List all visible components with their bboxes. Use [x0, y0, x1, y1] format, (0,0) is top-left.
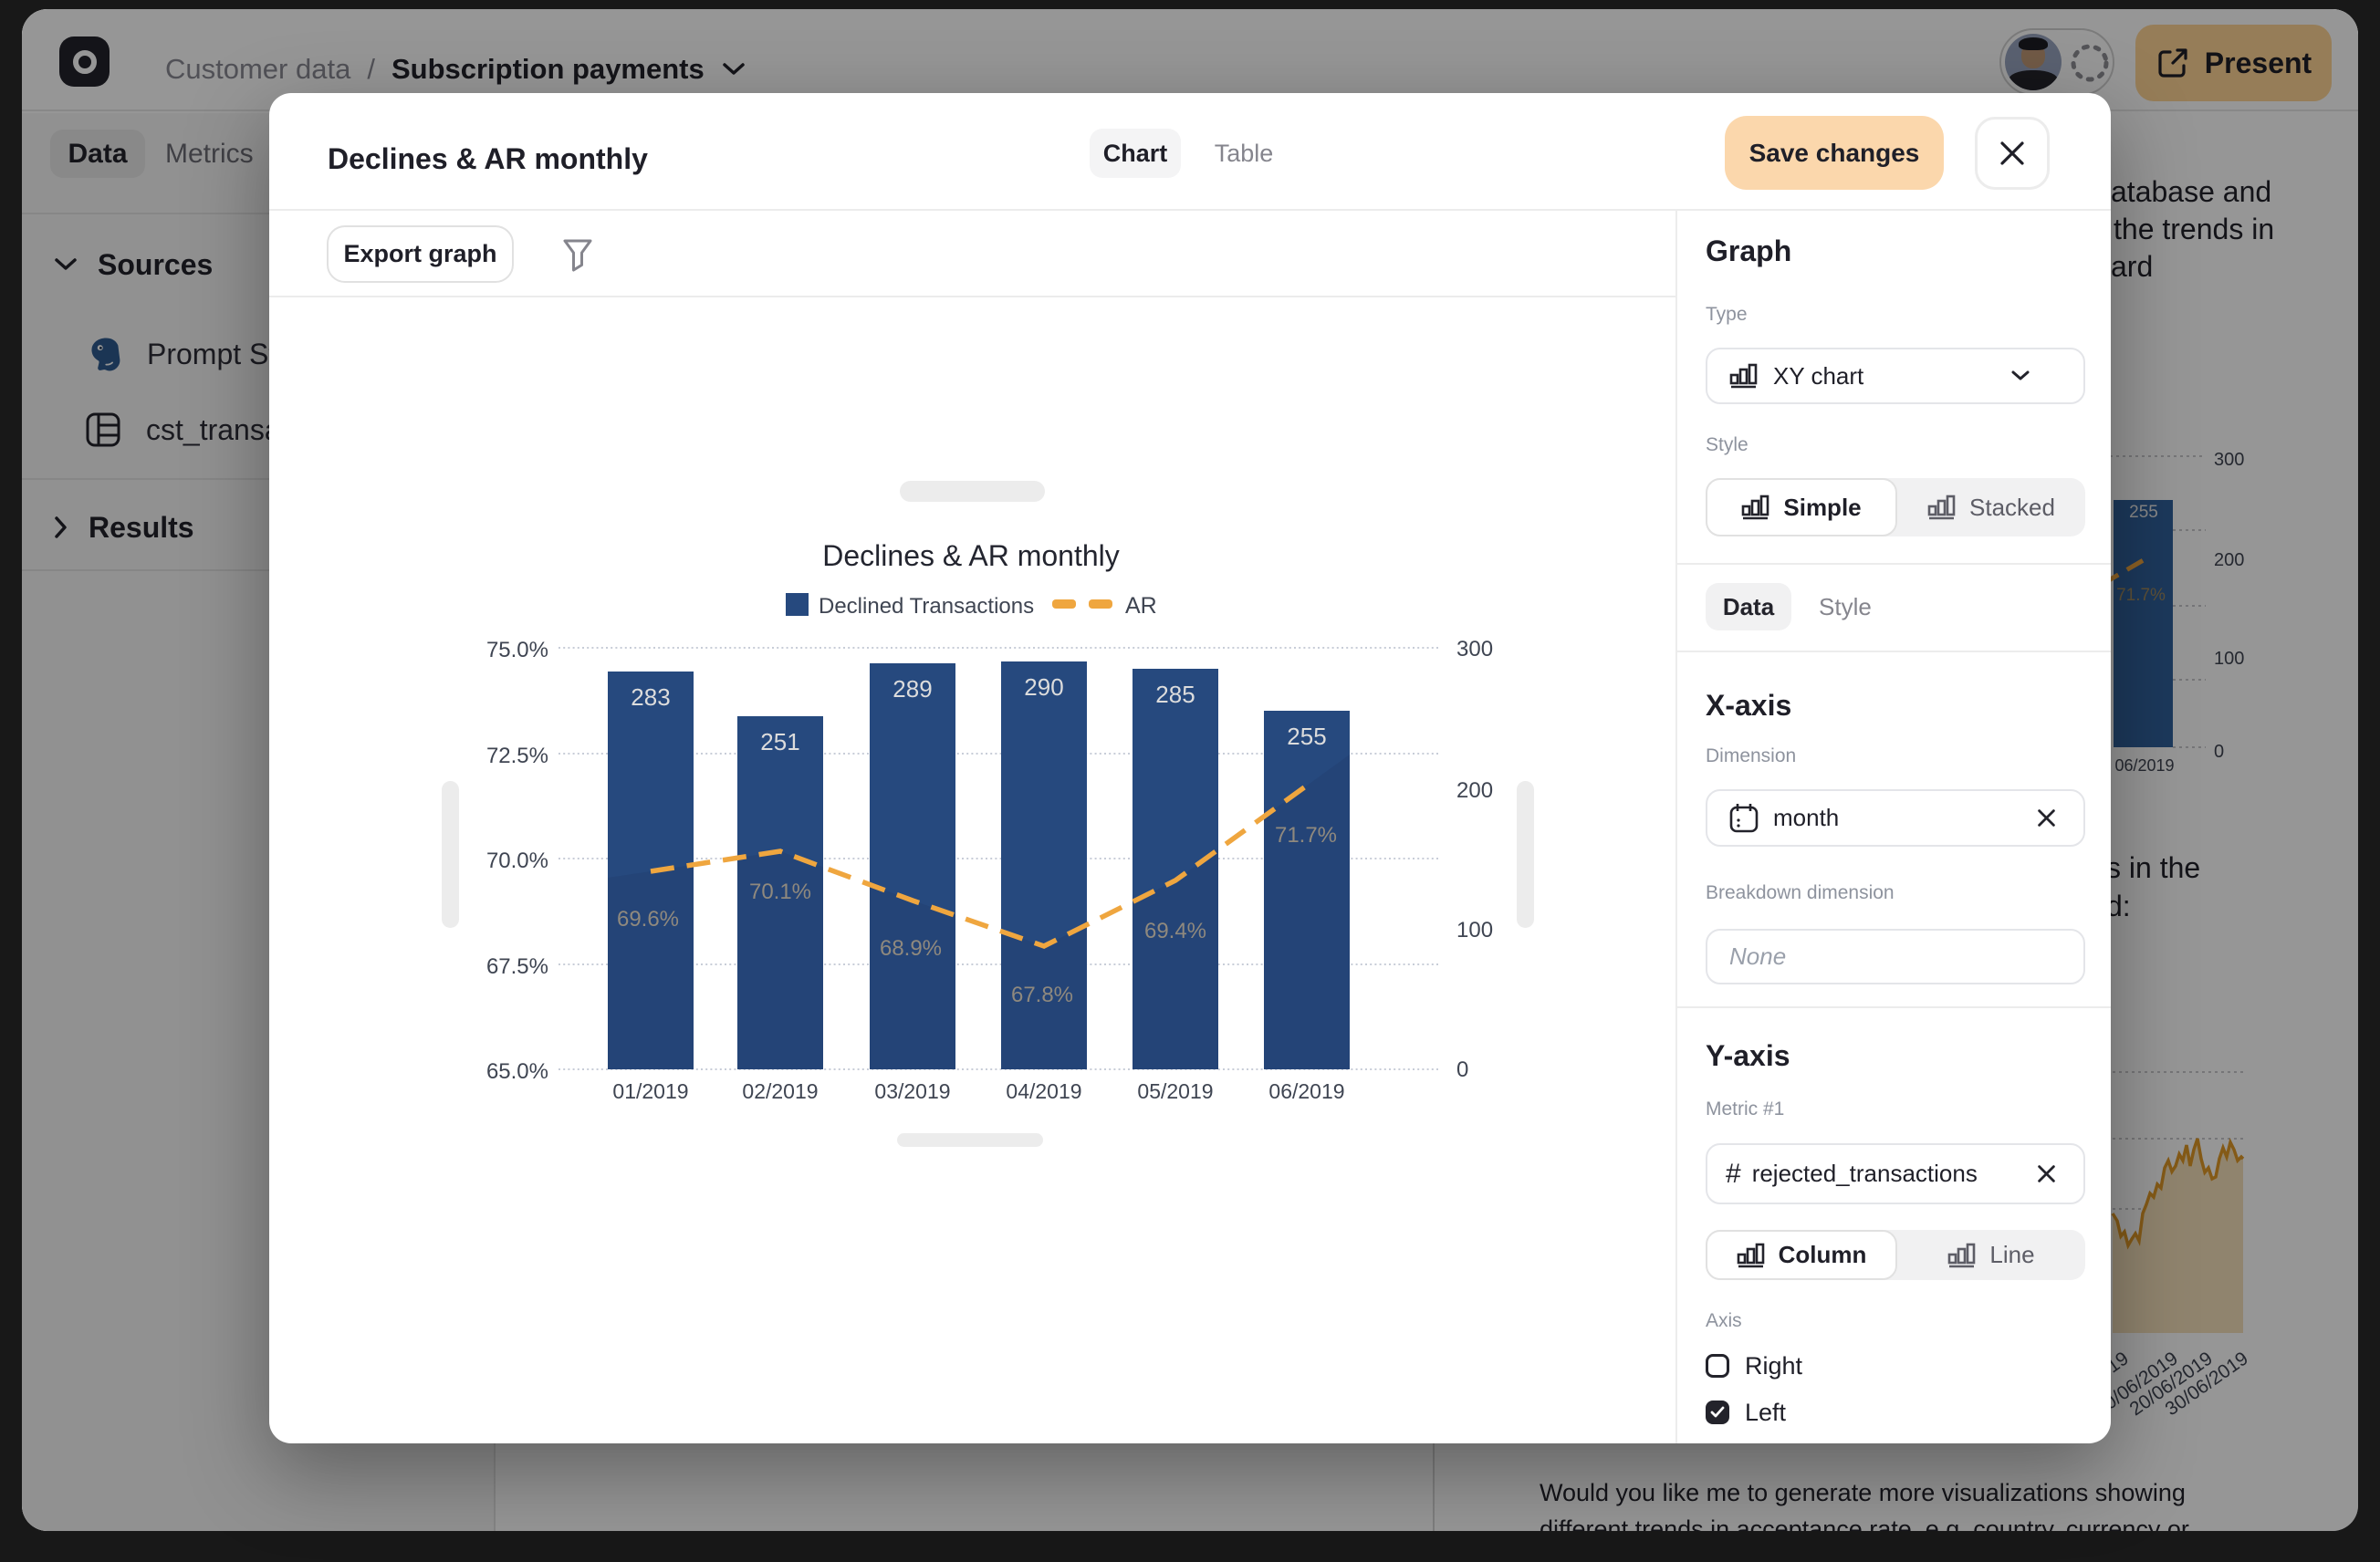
svg-text:67.8%: 67.8% [1011, 983, 1073, 1007]
svg-text:300: 300 [2214, 450, 2244, 470]
svg-text:255: 255 [2129, 503, 2158, 522]
svg-text:04/2019: 04/2019 [1006, 1079, 1081, 1103]
svg-text:289: 289 [892, 675, 932, 703]
svg-text:200: 200 [2214, 550, 2244, 570]
svg-text:290: 290 [1024, 673, 1063, 701]
svg-text:02/2019: 02/2019 [742, 1079, 818, 1103]
svg-text:03/2019: 03/2019 [874, 1079, 950, 1103]
svg-text:71.7%: 71.7% [2116, 586, 2166, 605]
svg-text:255: 255 [1287, 723, 1326, 750]
svg-text:71.7%: 71.7% [1275, 823, 1337, 848]
svg-text:100: 100 [1456, 918, 1493, 942]
svg-text:Declines & AR monthly: Declines & AR monthly [822, 539, 1119, 572]
svg-text:69.6%: 69.6% [617, 907, 679, 932]
svg-text:Declined Transactions: Declined Transactions [819, 594, 1034, 619]
svg-text:200: 200 [1456, 778, 1493, 803]
svg-text:0: 0 [1456, 1057, 1468, 1082]
svg-text:100: 100 [2214, 649, 2244, 669]
svg-text:67.5%: 67.5% [486, 954, 548, 979]
svg-text:300: 300 [1456, 637, 1493, 661]
svg-text:70.0%: 70.0% [486, 849, 548, 873]
svg-text:AR: AR [1125, 593, 1157, 619]
svg-text:06/2019: 06/2019 [1268, 1079, 1344, 1103]
svg-text:70.1%: 70.1% [749, 880, 811, 904]
svg-text:01/2019: 01/2019 [612, 1079, 688, 1103]
svg-text:69.4%: 69.4% [1144, 919, 1206, 943]
svg-text:65.0%: 65.0% [486, 1059, 548, 1084]
svg-text:0: 0 [2214, 742, 2224, 762]
svg-text:05/2019: 05/2019 [1137, 1079, 1213, 1103]
svg-text:06/2019: 06/2019 [2114, 756, 2174, 775]
svg-text:285: 285 [1155, 681, 1195, 708]
svg-text:75.0%: 75.0% [486, 638, 548, 662]
svg-text:283: 283 [631, 683, 670, 711]
svg-text:251: 251 [760, 728, 799, 755]
svg-text:68.9%: 68.9% [880, 936, 942, 961]
svg-text:72.5%: 72.5% [486, 744, 548, 768]
